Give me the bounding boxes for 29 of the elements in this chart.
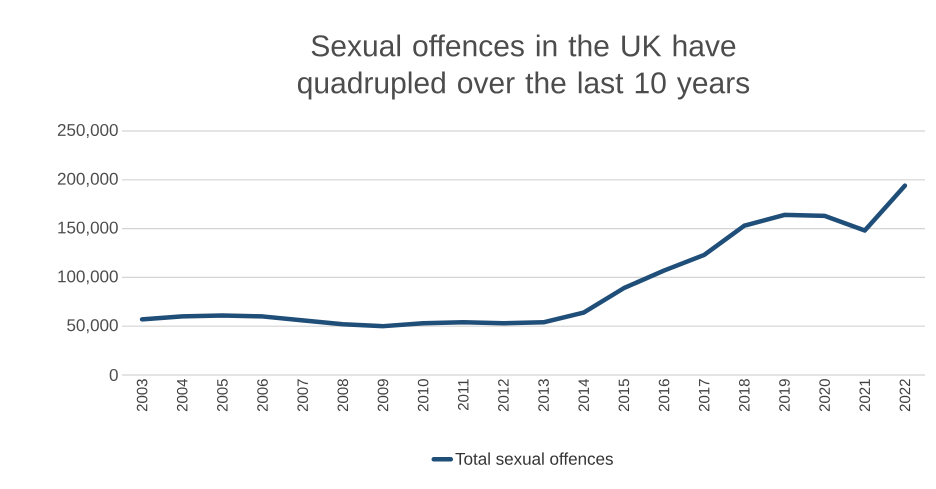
y-tick-label: 50,000 [67, 319, 118, 334]
line-series [140, 183, 908, 328]
x-tick-label: 2007 [297, 379, 308, 412]
x-tick-label: 2017 [698, 379, 710, 412]
x-tick-label: 2010 [418, 379, 428, 412]
y-tick-label: 250,000 [58, 124, 118, 138]
legend-label: Total sexual offences [455, 452, 613, 465]
x-tick-label: 2005 [217, 379, 228, 412]
x-tick-label: 2004 [176, 378, 188, 412]
x-tick-label: 2022 [900, 379, 910, 412]
y-tick-label: 150,000 [58, 222, 118, 236]
x-tick-label: 2003 [136, 379, 148, 412]
x-tick-label: 2008 [338, 379, 348, 412]
x-tick-label: 2013 [538, 379, 549, 412]
x-tick-label: 2019 [779, 379, 790, 412]
x-tick-label: 2014 [578, 378, 590, 412]
y-tick-label: 0 [110, 368, 118, 382]
x-tick-label: 2009 [378, 379, 388, 412]
chart-title: Sexual offences in the UK have quadrupled over the last 10 years [298, 34, 750, 100]
x-tick-label: 2011 [458, 379, 469, 410]
x-tick-label: 2012 [498, 379, 509, 412]
x-tick-label: 2006 [257, 379, 268, 412]
x-tick-label: 2015 [618, 379, 630, 412]
y-tick-label: 100,000 [58, 270, 118, 284]
x-tick-label: 2020 [819, 379, 830, 412]
x-tick-label: 2021 [859, 379, 870, 412]
y-tick-label: 200,000 [58, 172, 118, 187]
x-tick-label: 2016 [658, 379, 670, 412]
x-tick-label: 2018 [739, 379, 750, 412]
